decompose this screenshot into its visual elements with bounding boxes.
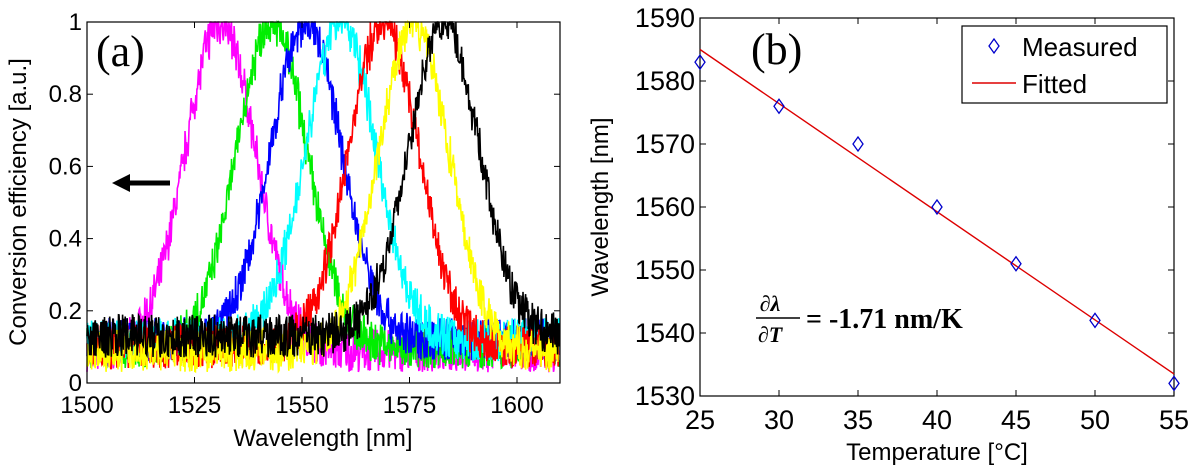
x-tick-label: 1500 bbox=[60, 392, 113, 419]
fitted-line bbox=[699, 48, 1175, 375]
y-tick-label: 1560 bbox=[635, 192, 695, 222]
y-tick-label: 0.2 bbox=[49, 298, 82, 325]
panel-a-ticks: 1500 1525 1550 1575 1600 0 0.2 0.4 0.6 0.8 1 bbox=[49, 9, 560, 419]
panel-a-label: (a) bbox=[96, 27, 145, 76]
y-tick-label: 0.4 bbox=[49, 226, 82, 253]
y-tick-label: 1530 bbox=[635, 381, 695, 411]
legend-measured: Measured bbox=[1022, 32, 1138, 62]
measured-point bbox=[1089, 312, 1101, 329]
panel-a: 1500 1525 1550 1575 1600 0 0.2 0.4 0.6 0.8 1 (a) W… bbox=[5, 9, 561, 452]
panel-b-label: (b) bbox=[751, 25, 802, 74]
panel-b-xlabel: Temperature [°C] bbox=[846, 439, 1028, 466]
x-tick-label: 1550 bbox=[275, 392, 328, 419]
y-tick-label: 0 bbox=[69, 370, 82, 397]
left-arrow-icon bbox=[112, 174, 170, 192]
y-tick-label: 0.8 bbox=[49, 81, 82, 108]
y-tick-label: 1570 bbox=[635, 129, 695, 159]
x-tick-label: 50 bbox=[1080, 405, 1110, 435]
panel-a-axes-box bbox=[86, 21, 561, 384]
legend-diamond-marker bbox=[988, 37, 1000, 55]
slope-annotation: ∂λ ∂T = -1.71 nm/K bbox=[756, 291, 963, 347]
x-tick-label: 1575 bbox=[383, 392, 436, 419]
annotation-numerator: ∂λ bbox=[760, 291, 781, 316]
y-tick-label: 1580 bbox=[635, 66, 695, 96]
measured-point bbox=[852, 135, 864, 153]
panel-a-ylabel: Conversion efficiency [a.u.] bbox=[5, 58, 32, 346]
panel-a-xlabel: Wavelength [nm] bbox=[233, 425, 412, 452]
series-line-7 bbox=[86, 21, 561, 359]
panel-b: 25 30 35 40 45 50 55 1530 1540 1550 1560 1570 1580 15… bbox=[587, 3, 1189, 466]
x-tick-label: 1525 bbox=[168, 392, 221, 419]
panel-b-data bbox=[694, 48, 1180, 392]
annotation-denominator: ∂T bbox=[758, 322, 784, 347]
x-tick-label: 30 bbox=[764, 405, 794, 435]
measured-point bbox=[694, 53, 706, 71]
measured-point bbox=[773, 98, 785, 115]
y-tick-label: 1 bbox=[69, 9, 82, 36]
measured-point bbox=[1168, 375, 1180, 392]
legend-box bbox=[961, 25, 1168, 104]
x-tick-label: 55 bbox=[1159, 405, 1189, 435]
legend-fitted: Fitted bbox=[1022, 69, 1087, 99]
y-tick-label: 1590 bbox=[635, 3, 695, 33]
y-tick-label: 0.6 bbox=[49, 153, 82, 180]
x-tick-label: 45 bbox=[1001, 405, 1031, 435]
panel-b-ylabel: Wavelength [nm] bbox=[587, 117, 614, 296]
measured-point bbox=[931, 198, 943, 216]
x-tick-label: 25 bbox=[685, 405, 715, 435]
legend: Measured Fitted bbox=[961, 25, 1168, 104]
x-tick-label: 35 bbox=[843, 405, 873, 435]
panel-a-curves bbox=[86, 19, 561, 374]
annotation-text: = -1.71 nm/K bbox=[806, 304, 963, 335]
y-tick-label: 1550 bbox=[635, 255, 695, 285]
x-tick-label: 1600 bbox=[490, 392, 543, 419]
panel-b-ticks: 25 30 35 40 45 50 55 1530 1540 1550 1560 1570 1580 15… bbox=[635, 3, 1189, 435]
measured-point bbox=[1010, 255, 1022, 272]
y-tick-label: 1540 bbox=[635, 318, 695, 348]
x-tick-label: 40 bbox=[922, 405, 952, 435]
